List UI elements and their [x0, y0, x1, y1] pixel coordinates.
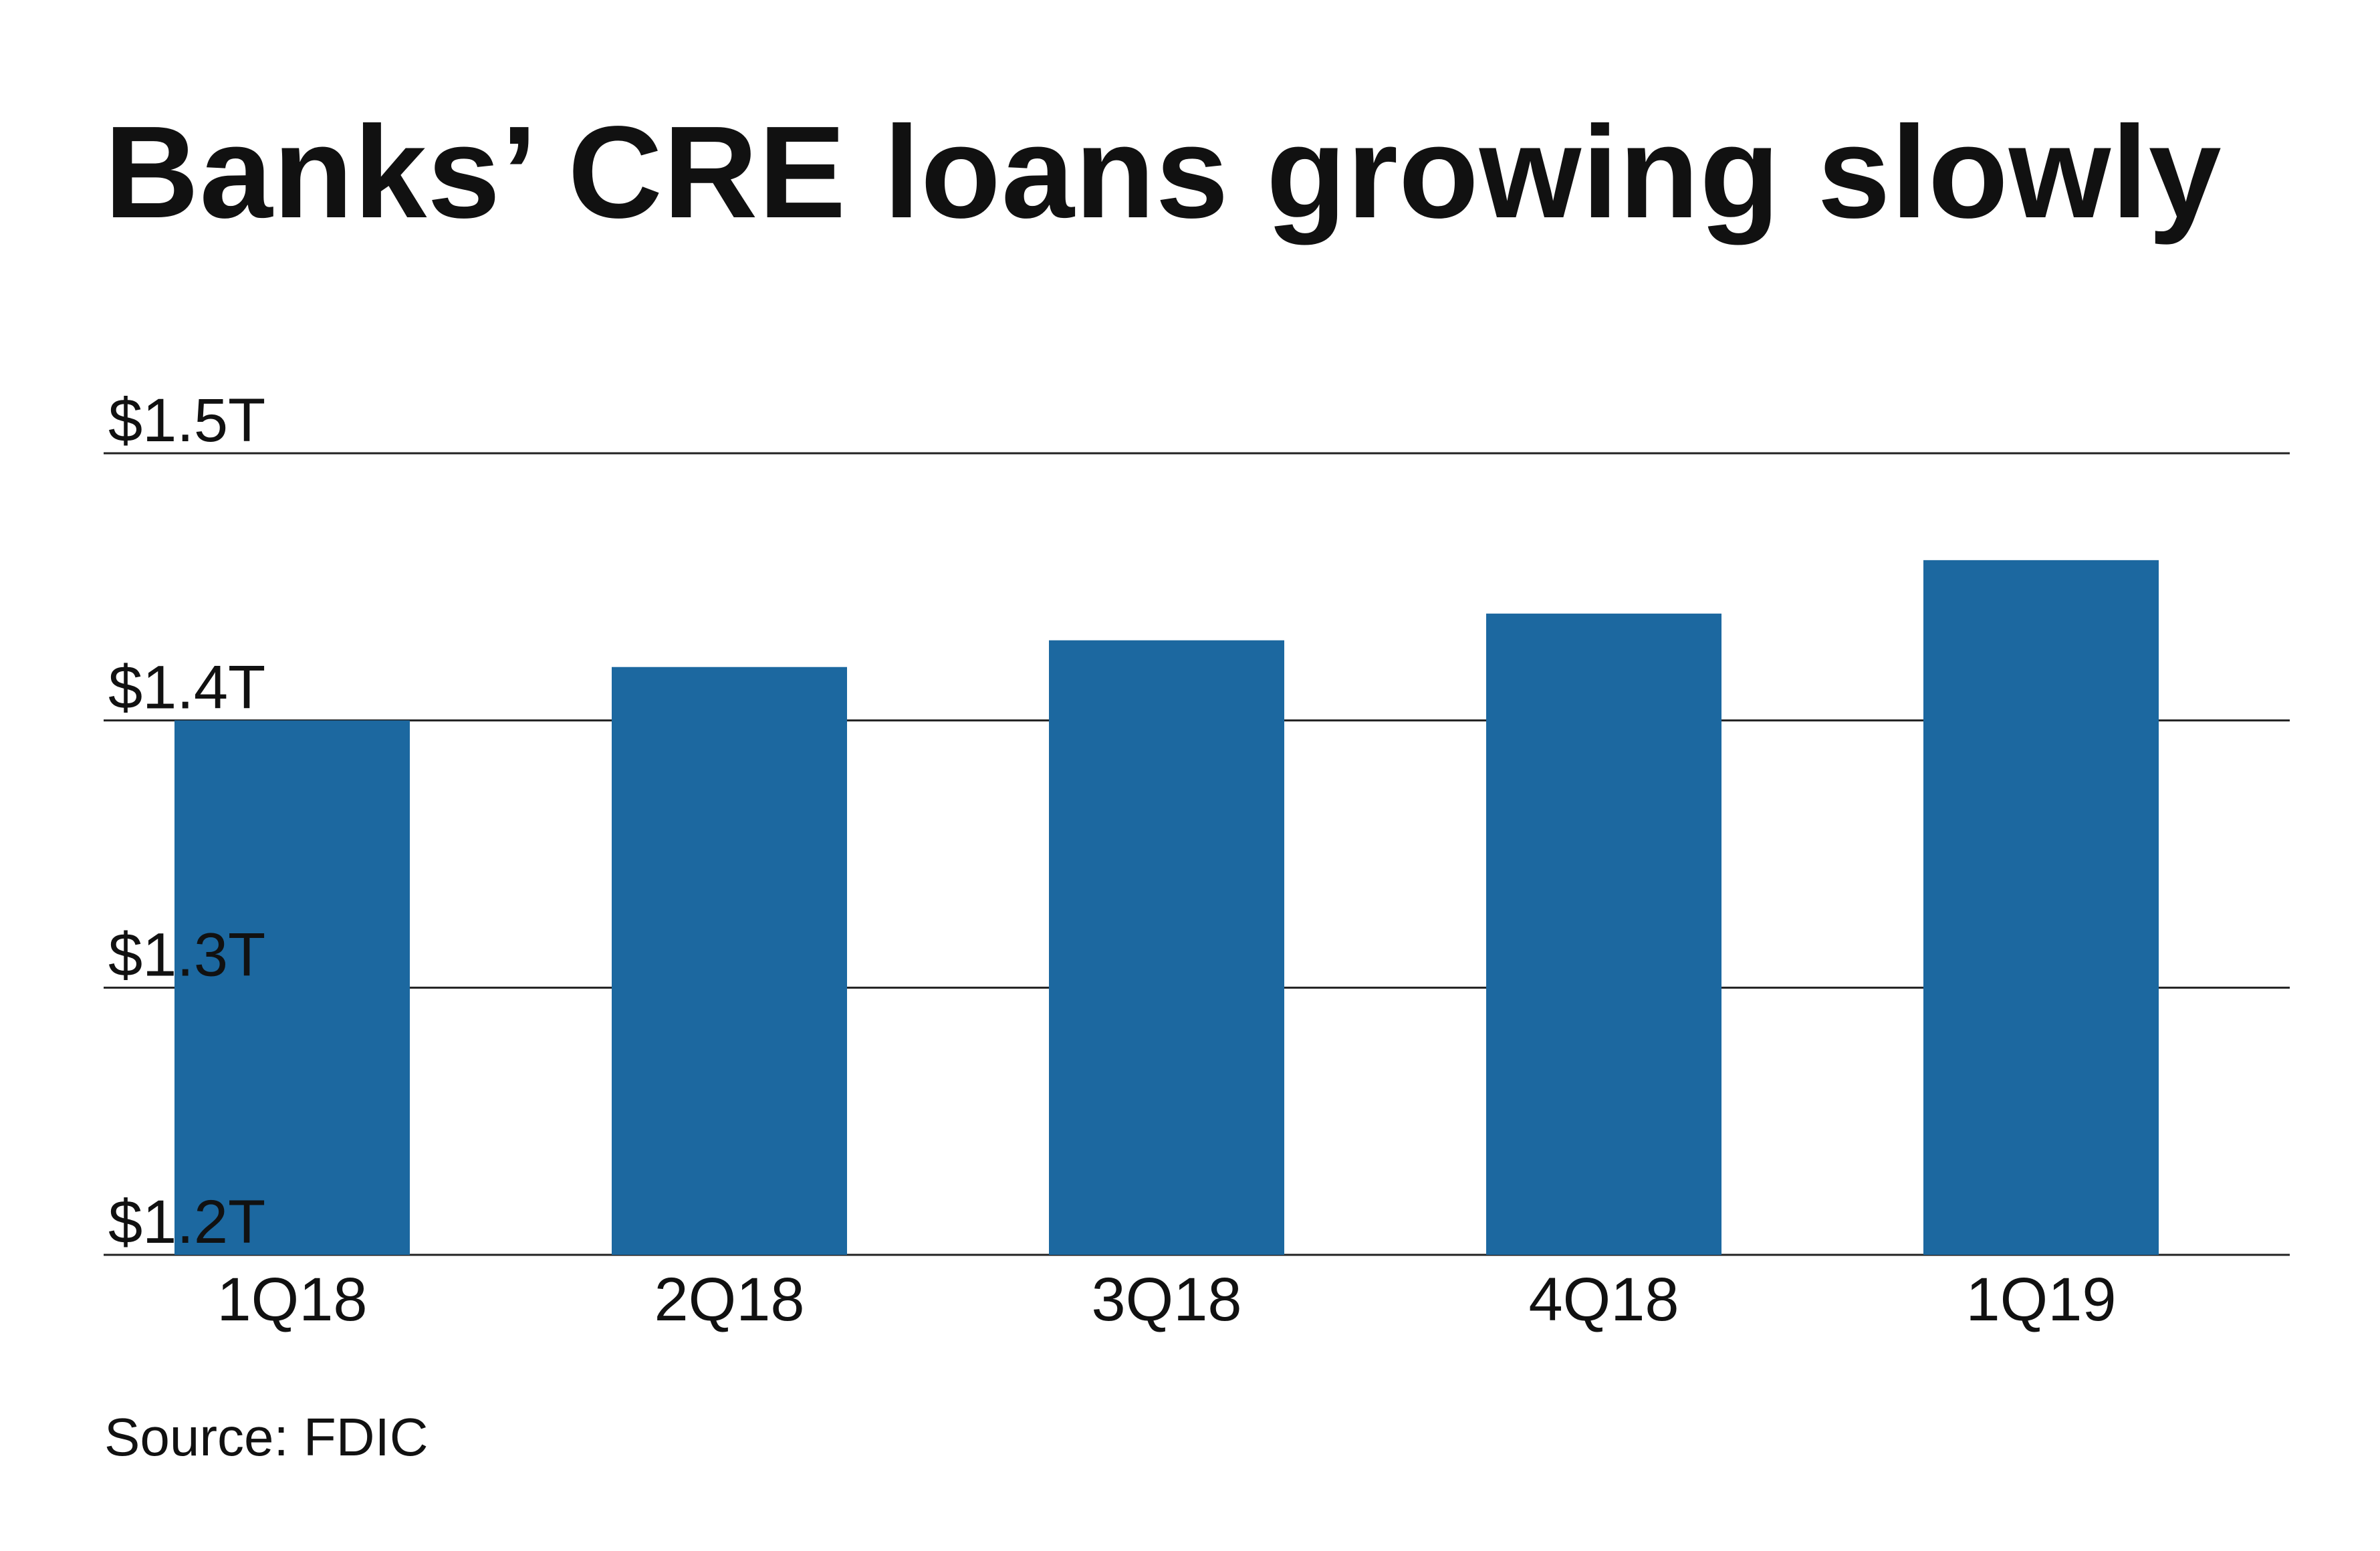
x-tick-label: 2Q18	[654, 1266, 804, 1334]
x-tick-label: 1Q19	[1966, 1266, 2116, 1334]
y-tick-label: $1.2T	[108, 1188, 265, 1256]
bar-3q18	[1049, 640, 1284, 1255]
x-tick-label: 4Q18	[1528, 1266, 1679, 1334]
x-tick-label: 1Q18	[217, 1266, 367, 1334]
bar-4q18	[1486, 613, 1721, 1255]
bar-1q18	[174, 720, 410, 1255]
source-note: Source: FDIC	[104, 1407, 429, 1467]
x-tick-label: 3Q18	[1091, 1266, 1241, 1334]
y-tick-label: $1.3T	[108, 921, 265, 989]
y-axis-ticks: $1.2T $1.3T $1.4T $1.5T	[108, 386, 265, 1256]
y-tick-label: $1.5T	[108, 386, 265, 455]
bar-1q19	[1923, 560, 2159, 1255]
chart-title: Banks’ CRE loans growing slowly	[104, 99, 2222, 245]
y-tick-label: $1.4T	[108, 654, 265, 722]
bars	[174, 560, 2159, 1255]
x-axis-ticks: 1Q18 2Q18 3Q18 4Q18 1Q19	[217, 1266, 2116, 1334]
bar-2q18	[612, 667, 847, 1255]
